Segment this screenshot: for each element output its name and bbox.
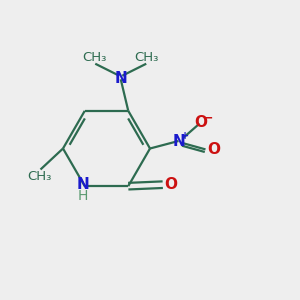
Text: O: O — [165, 177, 178, 192]
Text: CH₃: CH₃ — [82, 51, 107, 64]
Text: N: N — [173, 134, 185, 148]
Text: −: − — [203, 112, 213, 125]
Text: CH₃: CH₃ — [27, 169, 51, 183]
Text: O: O — [194, 115, 207, 130]
Text: H: H — [78, 189, 88, 203]
Text: CH₃: CH₃ — [135, 51, 159, 64]
Text: N: N — [77, 177, 90, 192]
Text: N: N — [114, 70, 127, 86]
Text: O: O — [207, 142, 220, 157]
Text: +: + — [181, 130, 189, 141]
